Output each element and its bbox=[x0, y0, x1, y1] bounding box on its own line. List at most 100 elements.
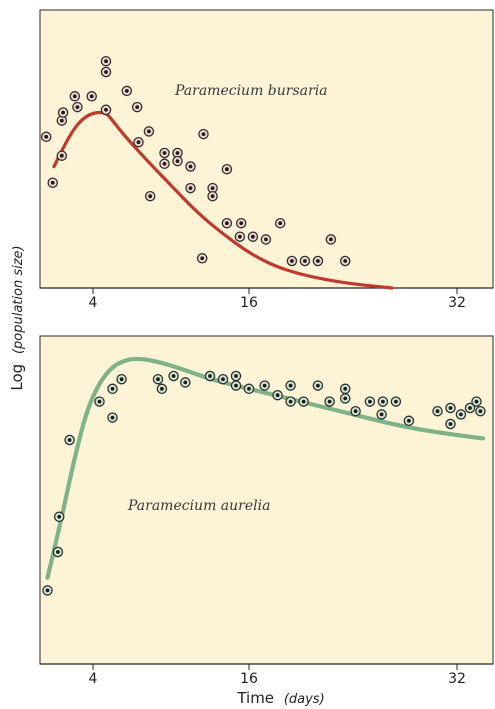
bottom-data-point-center bbox=[327, 399, 332, 404]
top-data-point-center bbox=[264, 237, 268, 242]
top-data-point bbox=[100, 55, 112, 67]
top-data-point bbox=[235, 217, 247, 229]
bottom-data-point bbox=[217, 373, 229, 385]
y-axis-label-italic: (population size) bbox=[11, 245, 26, 354]
bottom-data-point-center bbox=[97, 399, 102, 404]
top-fitted-curve bbox=[52, 110, 394, 290]
top-data-point bbox=[172, 155, 183, 167]
top-data-point-center bbox=[59, 118, 64, 123]
top-data-point bbox=[72, 101, 83, 113]
bottom-data-point bbox=[107, 412, 118, 423]
bottom-data-point bbox=[64, 434, 75, 446]
bottom-data-point bbox=[152, 373, 164, 385]
top-data-point bbox=[131, 101, 143, 113]
bottom-data-point bbox=[94, 396, 105, 407]
top-data-point bbox=[57, 107, 69, 118]
top-data-point-center bbox=[75, 105, 80, 109]
top-data-point-center bbox=[147, 129, 151, 134]
bottom-panel-data-points bbox=[42, 370, 486, 596]
top-data-point bbox=[144, 190, 156, 202]
bottom-data-point bbox=[285, 396, 296, 407]
bottom-data-point bbox=[243, 383, 255, 395]
top-data-point bbox=[159, 147, 170, 159]
top-data-point bbox=[286, 255, 298, 267]
bottom-data-point-center bbox=[45, 588, 50, 593]
y-axis-label: Log (population size) bbox=[8, 245, 26, 390]
top-x-tick-label-32: 32 bbox=[448, 295, 466, 311]
bottom-data-point bbox=[390, 396, 402, 407]
bottom-panel: Paramecium aurelia 4 16 32 bbox=[39, 335, 494, 687]
bottom-data-point-center bbox=[262, 383, 267, 388]
top-data-point bbox=[274, 217, 286, 229]
bottom-data-point-center bbox=[247, 386, 251, 391]
bottom-data-point-center bbox=[234, 374, 238, 378]
bottom-data-point-center bbox=[110, 415, 115, 420]
bottom-panel-x-ticks: 4 16 32 bbox=[89, 664, 466, 687]
bottom-data-point-center bbox=[379, 412, 384, 417]
bottom-data-point-center bbox=[156, 377, 160, 382]
top-data-point-center bbox=[148, 194, 153, 199]
top-panel: Paramecium bursaria 4 16 32 bbox=[39, 9, 494, 311]
bottom-data-point-center bbox=[56, 550, 60, 554]
bottom-data-point bbox=[116, 373, 127, 385]
top-panel-background bbox=[39, 9, 494, 289]
bottom-data-point-center bbox=[160, 386, 164, 391]
top-data-point-center bbox=[175, 151, 180, 155]
top-data-point bbox=[247, 231, 259, 242]
top-data-point bbox=[100, 66, 112, 78]
top-data-point-center bbox=[225, 221, 229, 226]
bottom-data-point-center bbox=[407, 418, 411, 423]
bottom-data-point-center bbox=[110, 386, 115, 391]
x-axis-label: Time (days) bbox=[236, 689, 324, 707]
bottom-data-point-center bbox=[57, 514, 62, 519]
bottom-data-point-center bbox=[119, 377, 124, 382]
bottom-data-point-center bbox=[288, 399, 293, 404]
top-data-point-center bbox=[316, 259, 320, 263]
top-data-point-center bbox=[136, 140, 141, 145]
top-data-point bbox=[185, 182, 196, 194]
top-data-point-center bbox=[278, 221, 283, 226]
top-data-point bbox=[47, 177, 58, 188]
bottom-data-point bbox=[471, 396, 482, 407]
top-data-point-center bbox=[72, 94, 77, 99]
bottom-data-point bbox=[445, 418, 456, 430]
top-data-point bbox=[198, 128, 209, 140]
bottom-x-tick-label-4: 4 bbox=[89, 671, 98, 687]
bottom-data-point bbox=[107, 383, 118, 395]
bottom-data-point-center bbox=[474, 399, 479, 404]
top-data-point bbox=[234, 231, 246, 242]
bottom-data-point-center bbox=[459, 412, 463, 417]
top-data-point bbox=[133, 136, 144, 148]
bottom-data-point-center bbox=[368, 399, 372, 404]
bottom-x-tick-label-16: 16 bbox=[240, 671, 258, 687]
top-data-point bbox=[69, 91, 81, 102]
bottom-data-point-center bbox=[183, 380, 188, 385]
bottom-data-point-center bbox=[275, 393, 280, 398]
top-panel-x-ticks: 4 16 32 bbox=[89, 288, 466, 311]
top-data-point-center bbox=[61, 110, 65, 115]
top-data-point-center bbox=[201, 132, 206, 137]
top-data-point-center bbox=[162, 151, 167, 155]
top-data-point bbox=[325, 234, 337, 245]
bottom-data-point bbox=[377, 396, 389, 407]
bottom-data-point bbox=[350, 405, 361, 417]
bottom-data-point-center bbox=[381, 399, 385, 404]
top-data-point-center bbox=[135, 105, 140, 109]
top-data-point-center bbox=[50, 180, 55, 185]
bottom-data-point bbox=[475, 405, 486, 417]
bottom-data-point-center bbox=[171, 374, 176, 378]
bottom-data-point bbox=[312, 380, 324, 391]
top-data-point-center bbox=[303, 259, 307, 263]
top-panel-fitted-curve-group bbox=[52, 110, 394, 290]
top-data-point bbox=[207, 190, 218, 202]
bottom-data-point-center bbox=[67, 438, 72, 442]
top-data-point-center bbox=[104, 59, 108, 64]
top-panel-annotation: Paramecium bursaria bbox=[174, 83, 328, 99]
top-data-point bbox=[40, 131, 52, 143]
bottom-data-point bbox=[230, 380, 242, 391]
top-data-point-center bbox=[59, 153, 64, 158]
top-data-point bbox=[100, 104, 112, 116]
top-data-point-center bbox=[104, 70, 108, 74]
bottom-data-point-center bbox=[208, 374, 212, 378]
